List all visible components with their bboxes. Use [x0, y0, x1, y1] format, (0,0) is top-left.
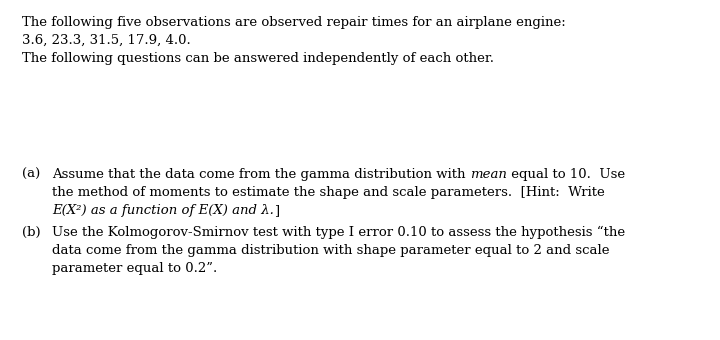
Text: the method of moments to estimate the shape and scale parameters.  [Hint:  Write: the method of moments to estimate the sh…	[52, 186, 605, 199]
Text: data come from the gamma distribution with shape parameter equal to 2 and scale: data come from the gamma distribution wi…	[52, 244, 610, 257]
Text: (b): (b)	[22, 226, 40, 239]
Text: ]: ]	[274, 204, 279, 217]
Text: The following questions can be answered independently of each other.: The following questions can be answered …	[22, 52, 494, 65]
Text: parameter equal to 0.2”.: parameter equal to 0.2”.	[52, 262, 217, 275]
Text: E(X²) as a function of E(X) and λ.: E(X²) as a function of E(X) and λ.	[52, 204, 274, 217]
Text: Assume that the data come from the gamma distribution with: Assume that the data come from the gamma…	[52, 168, 469, 181]
Text: (a): (a)	[22, 168, 40, 181]
Text: equal to 10.  Use: equal to 10. Use	[507, 168, 625, 181]
Text: 3.6, 23.3, 31.5, 17.9, 4.0.: 3.6, 23.3, 31.5, 17.9, 4.0.	[22, 34, 191, 47]
Text: Use the Kolmogorov-Smirnov test with type I error 0.10 to assess the hypothesis : Use the Kolmogorov-Smirnov test with typ…	[52, 226, 625, 239]
Text: mean: mean	[469, 168, 507, 181]
Text: The following five observations are observed repair times for an airplane engine: The following five observations are obse…	[22, 16, 566, 29]
